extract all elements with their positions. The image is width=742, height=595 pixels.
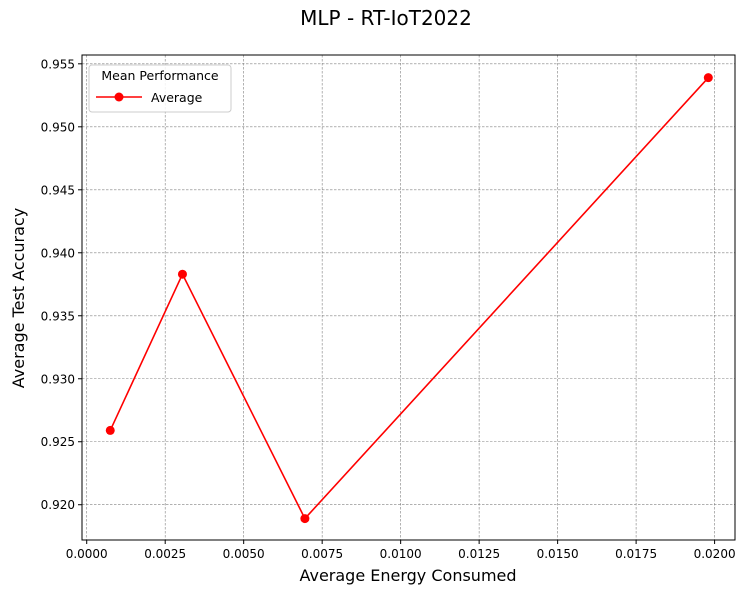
y-tick-label: 0.930 <box>41 372 75 386</box>
y-tick-label: 0.950 <box>41 120 75 134</box>
data-point <box>177 269 187 279</box>
y-tick-label: 0.945 <box>41 183 75 197</box>
x-axis-ticks: 0.0000 0.0025 0.0050 0.0075 0.0100 0.0125 0.01… <box>66 540 736 561</box>
x-tick-label: 0.0175 <box>615 547 657 561</box>
y-axis-label: Average Test Accuracy <box>9 208 28 388</box>
axes <box>81 54 736 541</box>
series-layer <box>105 73 713 524</box>
y-tick-label: 0.935 <box>41 309 75 323</box>
chart-title: MLP - RT-IoT2022 <box>300 6 472 30</box>
x-tick-label: 0.0025 <box>144 547 186 561</box>
y-tick-label: 0.920 <box>41 498 75 512</box>
grid <box>82 55 735 540</box>
legend-title: Mean Performance <box>101 68 219 83</box>
data-point <box>703 73 713 83</box>
y-tick-label: 0.925 <box>41 435 75 449</box>
x-tick-label: 0.0100 <box>380 547 422 561</box>
x-tick-label: 0.0200 <box>694 547 736 561</box>
x-tick-label: 0.0050 <box>223 547 265 561</box>
legend-box <box>88 64 232 113</box>
data-point <box>105 425 115 435</box>
y-axis-ticks: 0.920 0.925 0.930 0.935 0.940 0.945 0.950 0.955 <box>41 57 82 512</box>
data-point <box>300 514 310 524</box>
series-line-average <box>109 77 709 520</box>
x-axis-label: Average Energy Consumed <box>299 566 516 585</box>
y-tick-label: 0.955 <box>41 57 75 71</box>
legend: Mean Performance Average <box>88 64 232 113</box>
x-tick-label: 0.0125 <box>458 547 500 561</box>
x-tick-label: 0.0150 <box>537 547 579 561</box>
legend-marker-sample <box>114 92 124 102</box>
y-tick-label: 0.940 <box>41 246 75 260</box>
legend-label: Average <box>151 90 203 105</box>
x-tick-label: 0.0000 <box>66 547 108 561</box>
plot-frame <box>81 54 736 541</box>
x-tick-label: 0.0075 <box>301 547 343 561</box>
